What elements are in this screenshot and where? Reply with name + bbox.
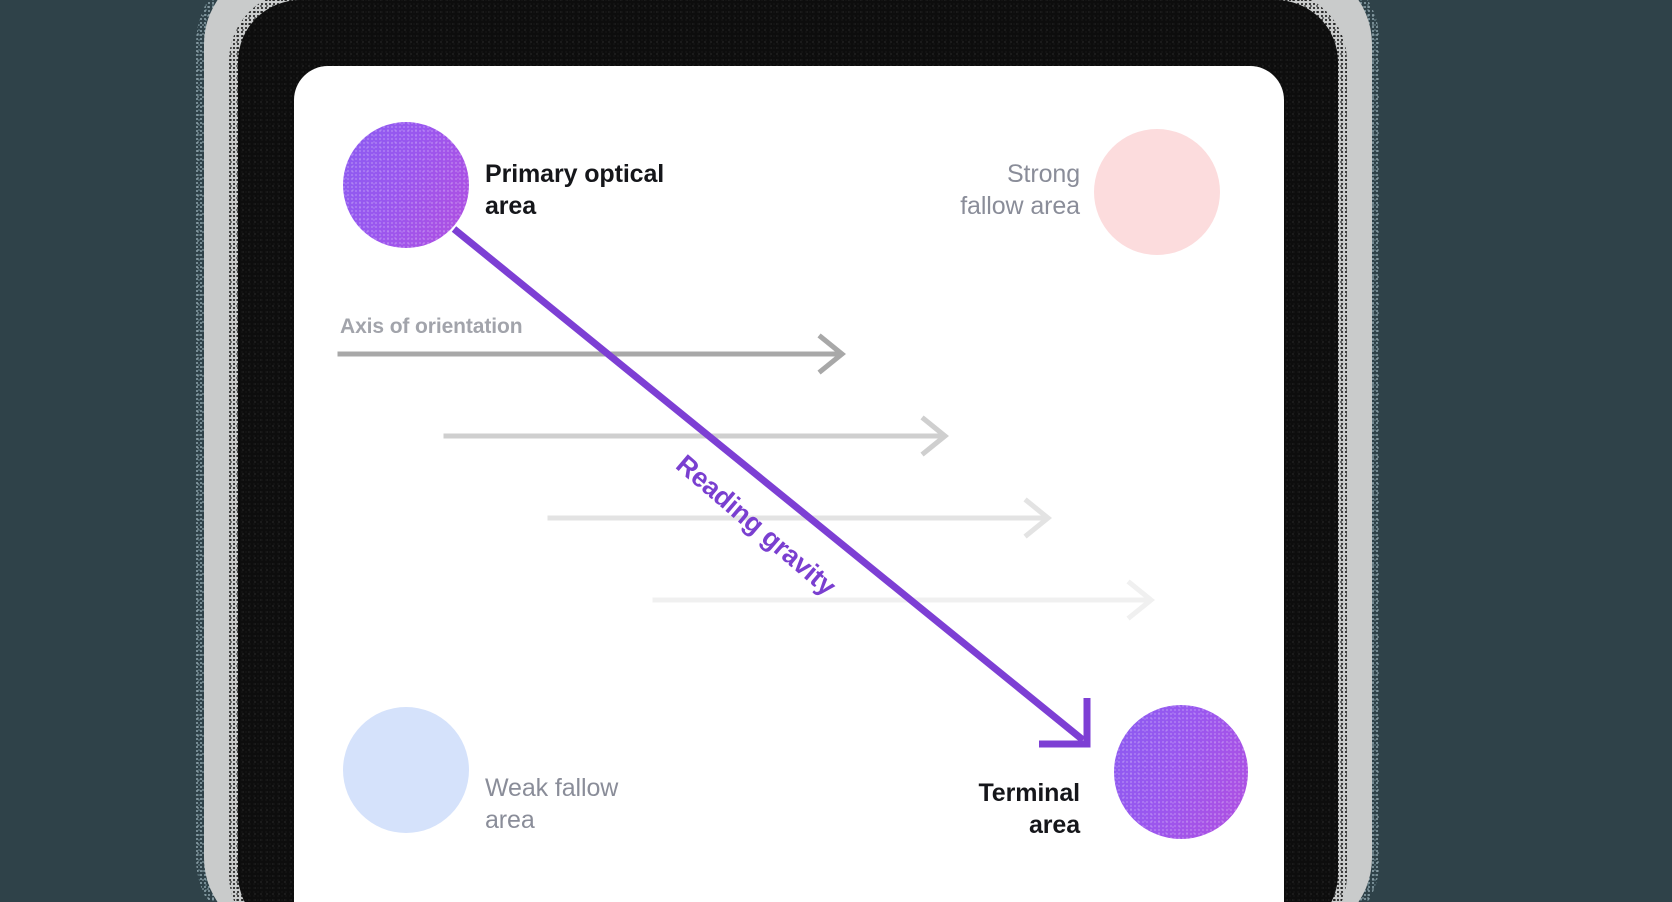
label-primary-optical-area: Primary optical area [485,160,665,220]
label-axis-of-orientation: Axis of orientation [340,315,523,338]
axis-arrow-2 [443,415,949,457]
diagram-canvas: Primary optical area Strong fallow area … [294,66,1284,902]
dot-terminal-area [1114,705,1248,839]
device-screen: Primary optical area Strong fallow area … [294,66,1284,902]
axis-arrow-1 [337,333,846,375]
axis-arrow-3 [547,497,1052,539]
dot-weak-fallow-area [343,707,469,833]
dot-primary-optical-area [343,122,469,248]
diagram-overlay [337,226,1155,748]
label-weak-fallow-area: Weak fallow area [485,774,619,834]
label-strong-fallow-area: Strong fallow area [960,160,1080,220]
dot-strong-fallow-area [1094,129,1220,255]
axis-arrow-4 [652,579,1155,621]
label-terminal-area: Terminal area [978,779,1080,839]
reading-gravity-arrow [451,226,1091,748]
